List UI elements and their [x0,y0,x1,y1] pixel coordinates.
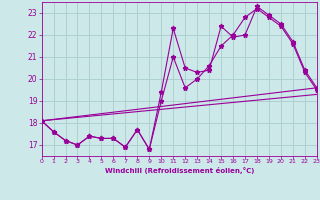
X-axis label: Windchill (Refroidissement éolien,°C): Windchill (Refroidissement éolien,°C) [105,167,254,174]
